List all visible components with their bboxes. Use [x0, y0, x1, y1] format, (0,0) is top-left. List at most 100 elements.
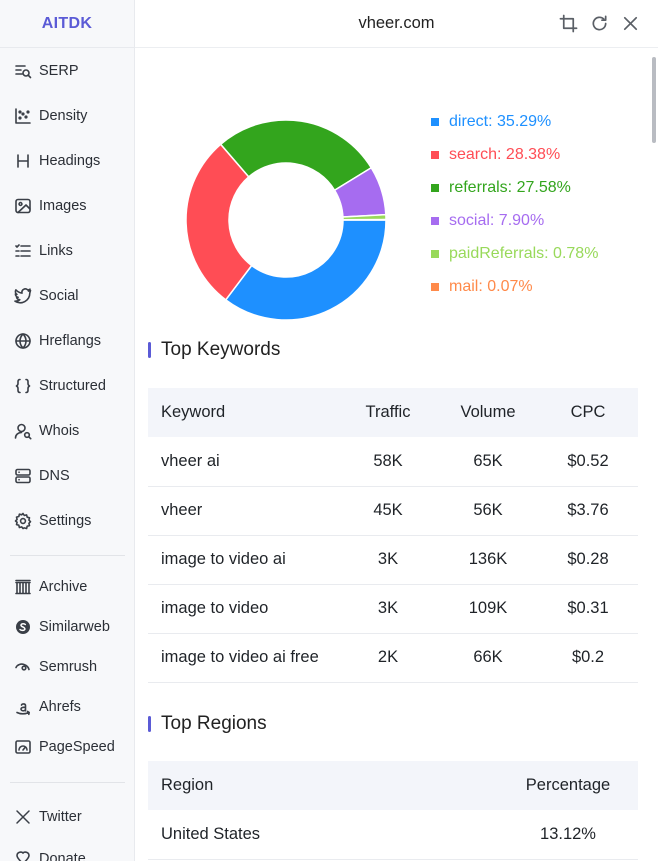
- sidebar-item-label: SERP: [39, 62, 79, 79]
- sidebar-item-whois[interactable]: Whois: [0, 408, 135, 453]
- legend-label: social: 7.90%: [449, 211, 545, 229]
- keyword-cell: image to video ai free: [148, 633, 338, 683]
- region-cell: United States: [148, 810, 498, 860]
- legend-label: paidReferrals: 0.78%: [449, 244, 599, 262]
- sidebar-item-twitter[interactable]: Twitter: [0, 796, 135, 838]
- sidebar-item-label: Semrush: [39, 659, 98, 675]
- sidebar-item-links[interactable]: Links: [0, 228, 135, 273]
- sidebar-item-density[interactable]: Density: [0, 93, 135, 138]
- sidebar-item-settings[interactable]: Settings: [0, 498, 135, 543]
- scatter-chart-icon: [14, 107, 32, 125]
- close-icon[interactable]: [620, 13, 640, 33]
- sidebar-item-archive[interactable]: Archive: [0, 567, 135, 607]
- sidebar-item-serp[interactable]: SERP: [0, 48, 135, 93]
- main-content: direct: 35.29% search: 28.38% referrals:…: [135, 49, 650, 861]
- serp-search-icon: [14, 62, 32, 80]
- traffic-cell: 3K: [338, 535, 438, 585]
- sidebar-item-label: Settings: [39, 512, 92, 529]
- sidebar-divider: [10, 782, 125, 783]
- content-scrollbar[interactable]: [650, 49, 658, 861]
- cpc-cell: $0.31: [538, 584, 638, 634]
- column-header[interactable]: Region: [148, 761, 498, 810]
- sidebar-item-semrush[interactable]: Semrush: [0, 647, 135, 687]
- header-actions: [558, 13, 640, 33]
- top-regions-table: Region Percentage United States 13.12%: [148, 761, 638, 860]
- legend-swatch: [431, 150, 439, 159]
- legend-item-direct[interactable]: direct: 35.29%: [431, 105, 598, 138]
- section-title-text: Top Regions: [161, 713, 267, 734]
- sidebar-item-label: Links: [39, 242, 73, 259]
- brand-logo[interactable]: AITDK: [0, 0, 134, 48]
- percentage-cell: 13.12%: [498, 810, 638, 860]
- traffic-cell: 45K: [338, 486, 438, 536]
- sidebar-item-images[interactable]: Images: [0, 183, 135, 228]
- sidebar-item-label: Similarweb: [39, 619, 110, 635]
- sidebar-item-pagespeed[interactable]: PageSpeed: [0, 727, 135, 767]
- volume-cell: 56K: [438, 486, 538, 536]
- table-row[interactable]: vheer ai 58K 65K $0.52: [148, 437, 638, 487]
- keyword-cell: vheer: [148, 486, 338, 536]
- sidebar-item-donate[interactable]: Donate: [0, 838, 135, 861]
- table-row[interactable]: United States 13.12%: [148, 810, 638, 860]
- legend-item-referrals[interactable]: referrals: 27.58%: [431, 171, 598, 204]
- legend-item-paid-referrals[interactable]: paidReferrals: 0.78%: [431, 237, 598, 270]
- traffic-cell: 58K: [338, 437, 438, 487]
- sidebar-social-links: Twitter Donate: [0, 796, 135, 861]
- donut-slice-direct[interactable]: [224, 219, 387, 321]
- sidebar-item-ahrefs[interactable]: Ahrefs: [0, 687, 135, 727]
- keyword-cell: image to video: [148, 584, 338, 634]
- legend-label: mail: 0.07%: [449, 277, 533, 295]
- column-header[interactable]: Traffic: [338, 388, 438, 437]
- legend-item-social[interactable]: social: 7.90%: [431, 204, 598, 237]
- list-icon: [14, 242, 32, 260]
- sidebar-item-label: Twitter: [39, 809, 82, 825]
- keyword-cell: image to video ai: [148, 535, 338, 585]
- column-header[interactable]: CPC: [538, 388, 638, 437]
- volume-cell: 136K: [438, 535, 538, 585]
- sidebar-item-similarweb[interactable]: Similarweb: [0, 607, 135, 647]
- legend-item-search[interactable]: search: 28.38%: [431, 138, 598, 171]
- volume-cell: 109K: [438, 584, 538, 634]
- volume-cell: 66K: [438, 633, 538, 683]
- twitter-bird-icon: [14, 287, 32, 305]
- table-row[interactable]: image to video ai 3K 136K $0.28: [148, 535, 638, 585]
- sidebar-item-structured[interactable]: Structured: [0, 363, 135, 408]
- top-regions-heading: Top Regions: [148, 713, 267, 735]
- sidebar-item-label: DNS: [39, 467, 70, 484]
- donut-slice-referrals[interactable]: [219, 119, 373, 192]
- image-icon: [14, 197, 32, 215]
- table-row[interactable]: vheer 45K 56K $3.76: [148, 486, 638, 536]
- globe-icon: [14, 332, 32, 350]
- keyword-cell: vheer ai: [148, 437, 338, 487]
- traffic-cell: 3K: [338, 584, 438, 634]
- legend-label: search: 28.38%: [449, 145, 561, 163]
- column-header[interactable]: Percentage: [498, 761, 638, 810]
- legend-item-mail[interactable]: mail: 0.07%: [431, 270, 598, 303]
- sidebar-item-dns[interactable]: DNS: [0, 453, 135, 498]
- donut-slice-search[interactable]: [185, 143, 253, 301]
- sidebar-item-label: Hreflangs: [39, 332, 102, 349]
- sidebar-item-label: Archive: [39, 579, 88, 595]
- legend-swatch: [431, 216, 439, 225]
- header: vheer.com: [135, 0, 658, 48]
- sidebar-external-links: Archive Similarweb Semrush Ahrefs PageSp…: [0, 567, 135, 767]
- sidebar-item-hreflangs[interactable]: Hreflangs: [0, 318, 135, 363]
- donate-icon: [14, 850, 32, 861]
- volume-cell: 65K: [438, 437, 538, 487]
- traffic-sources-donut-chart: [185, 119, 387, 321]
- legend-swatch: [431, 282, 439, 291]
- sidebar-item-social[interactable]: Social: [0, 273, 135, 318]
- cpc-cell: $0.28: [538, 535, 638, 585]
- semrush-icon: [14, 658, 32, 676]
- crop-icon[interactable]: [558, 13, 578, 33]
- sidebar-item-headings[interactable]: Headings: [0, 138, 135, 183]
- scrollbar-thumb[interactable]: [652, 57, 656, 143]
- column-header[interactable]: Keyword: [148, 388, 338, 437]
- table-row[interactable]: image to video 3K 109K $0.31: [148, 584, 638, 634]
- section-accent-bar: [148, 716, 151, 732]
- refresh-icon[interactable]: [589, 13, 609, 33]
- sidebar-item-label: Ahrefs: [39, 699, 81, 715]
- table-row[interactable]: image to video ai free 2K 66K $0.2: [148, 633, 638, 683]
- column-header[interactable]: Volume: [438, 388, 538, 437]
- sidebar-item-label: Whois: [39, 422, 80, 439]
